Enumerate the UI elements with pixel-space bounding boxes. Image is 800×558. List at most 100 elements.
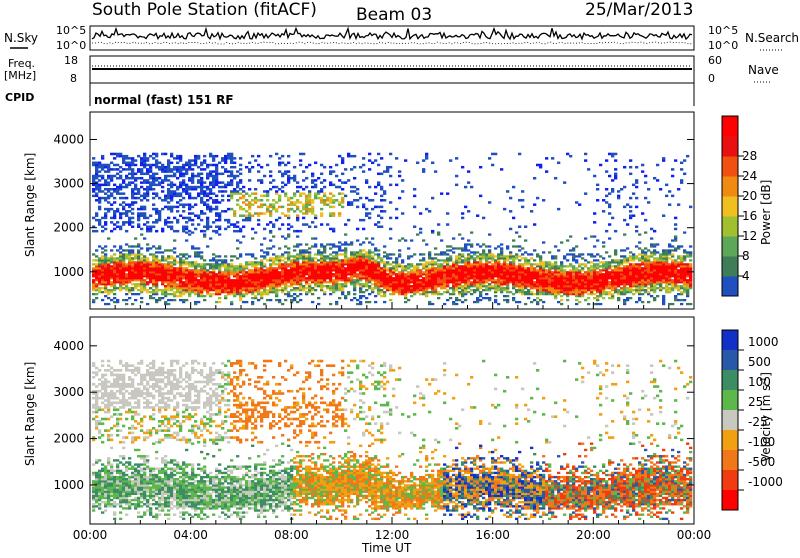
range-cell [200,273,203,275]
range-cell [545,291,548,293]
range-cell [566,271,569,273]
range-cell [527,291,530,293]
range-cell-upper [101,157,104,160]
range-cell-upper [422,159,425,162]
range-cell [488,245,491,247]
range-cell [347,267,350,269]
range-cell [194,253,197,255]
range-cell [323,291,326,293]
range-cell [218,297,221,299]
noise-search-trace [92,42,692,44]
range-cell [518,291,521,293]
range-cell [167,255,170,257]
range-cell [623,271,626,273]
range-cell [182,267,185,269]
range-cell-upper [248,179,251,182]
range-cell [329,277,332,279]
range-cell [485,271,488,273]
range-cell [152,269,155,271]
range-cell [296,277,299,279]
range-cell [269,299,272,301]
range-cell [473,277,476,279]
range-cell [308,275,311,277]
range-cell [569,271,572,273]
range-cell [275,293,278,295]
range-cell [251,275,254,277]
range-cell [206,263,209,265]
range-cell [578,285,581,287]
range-cell [521,273,524,275]
range-cell [272,259,275,261]
range-cell [254,289,257,291]
range-cell-upper [635,179,638,182]
range-cell [179,299,182,301]
range-cell [239,293,242,295]
range-cell [215,273,218,275]
range-cell [305,281,308,283]
range-cell-upper [200,201,203,204]
range-cell [533,259,536,261]
range-cell [422,259,425,261]
range-cell [305,283,308,285]
range-cell-upper [371,162,374,165]
range-cell [644,275,647,277]
range-cell [566,277,569,279]
range-cell-upper [170,186,173,189]
range-cell-upper [296,206,299,209]
range-cell-upper [575,201,578,204]
range-cell [632,289,635,291]
range-cell [572,277,575,279]
range-cell-upper [614,230,617,233]
range-cell [485,297,488,299]
range-cell [326,275,329,277]
range-cell [164,249,167,251]
range-cell [509,269,512,271]
range-cell [446,267,449,269]
range-cell [446,269,449,271]
range-cell [587,289,590,291]
range-cell [629,273,632,275]
range-cell [467,285,470,287]
range-cell [308,271,311,273]
range-cell-upper [185,217,188,220]
range-cell-upper [629,217,632,220]
range-cell [410,295,413,297]
range-cell-upper [173,175,176,178]
range-cell [470,285,473,287]
range-cell [593,293,596,295]
range-cell-upper [629,197,632,200]
range-cell [458,247,461,249]
range-cell [344,251,347,253]
range-cell-upper [182,184,185,187]
range-cell-upper [158,166,161,169]
range-cell [251,287,254,289]
range-cell [350,257,353,259]
range-cell [488,253,491,255]
range-cell [395,281,398,283]
range-cell-upper [209,188,212,191]
range-cell [149,263,152,265]
range-cell-upper [326,197,329,200]
range-cell-upper [146,190,149,193]
range-cell-upper [299,195,302,198]
range-cell-upper [446,192,449,195]
range-cell-upper [227,175,230,178]
range-cell [335,279,338,281]
range-cell [239,255,242,257]
range-cell [581,295,584,297]
range-cell [356,263,359,265]
range-cell [269,275,272,277]
range-cell [116,273,119,275]
range-cell [263,291,266,293]
range-cell [641,257,644,259]
range-cell [443,285,446,287]
range-cell [596,291,599,293]
range-cell [296,295,299,297]
range-cell [281,279,284,281]
range-cell-upper [320,214,323,217]
range-cell-upper [203,201,206,204]
range-cell-upper [338,192,341,195]
range-cell [251,293,254,295]
range-cell [158,275,161,277]
range-cell [212,273,215,275]
